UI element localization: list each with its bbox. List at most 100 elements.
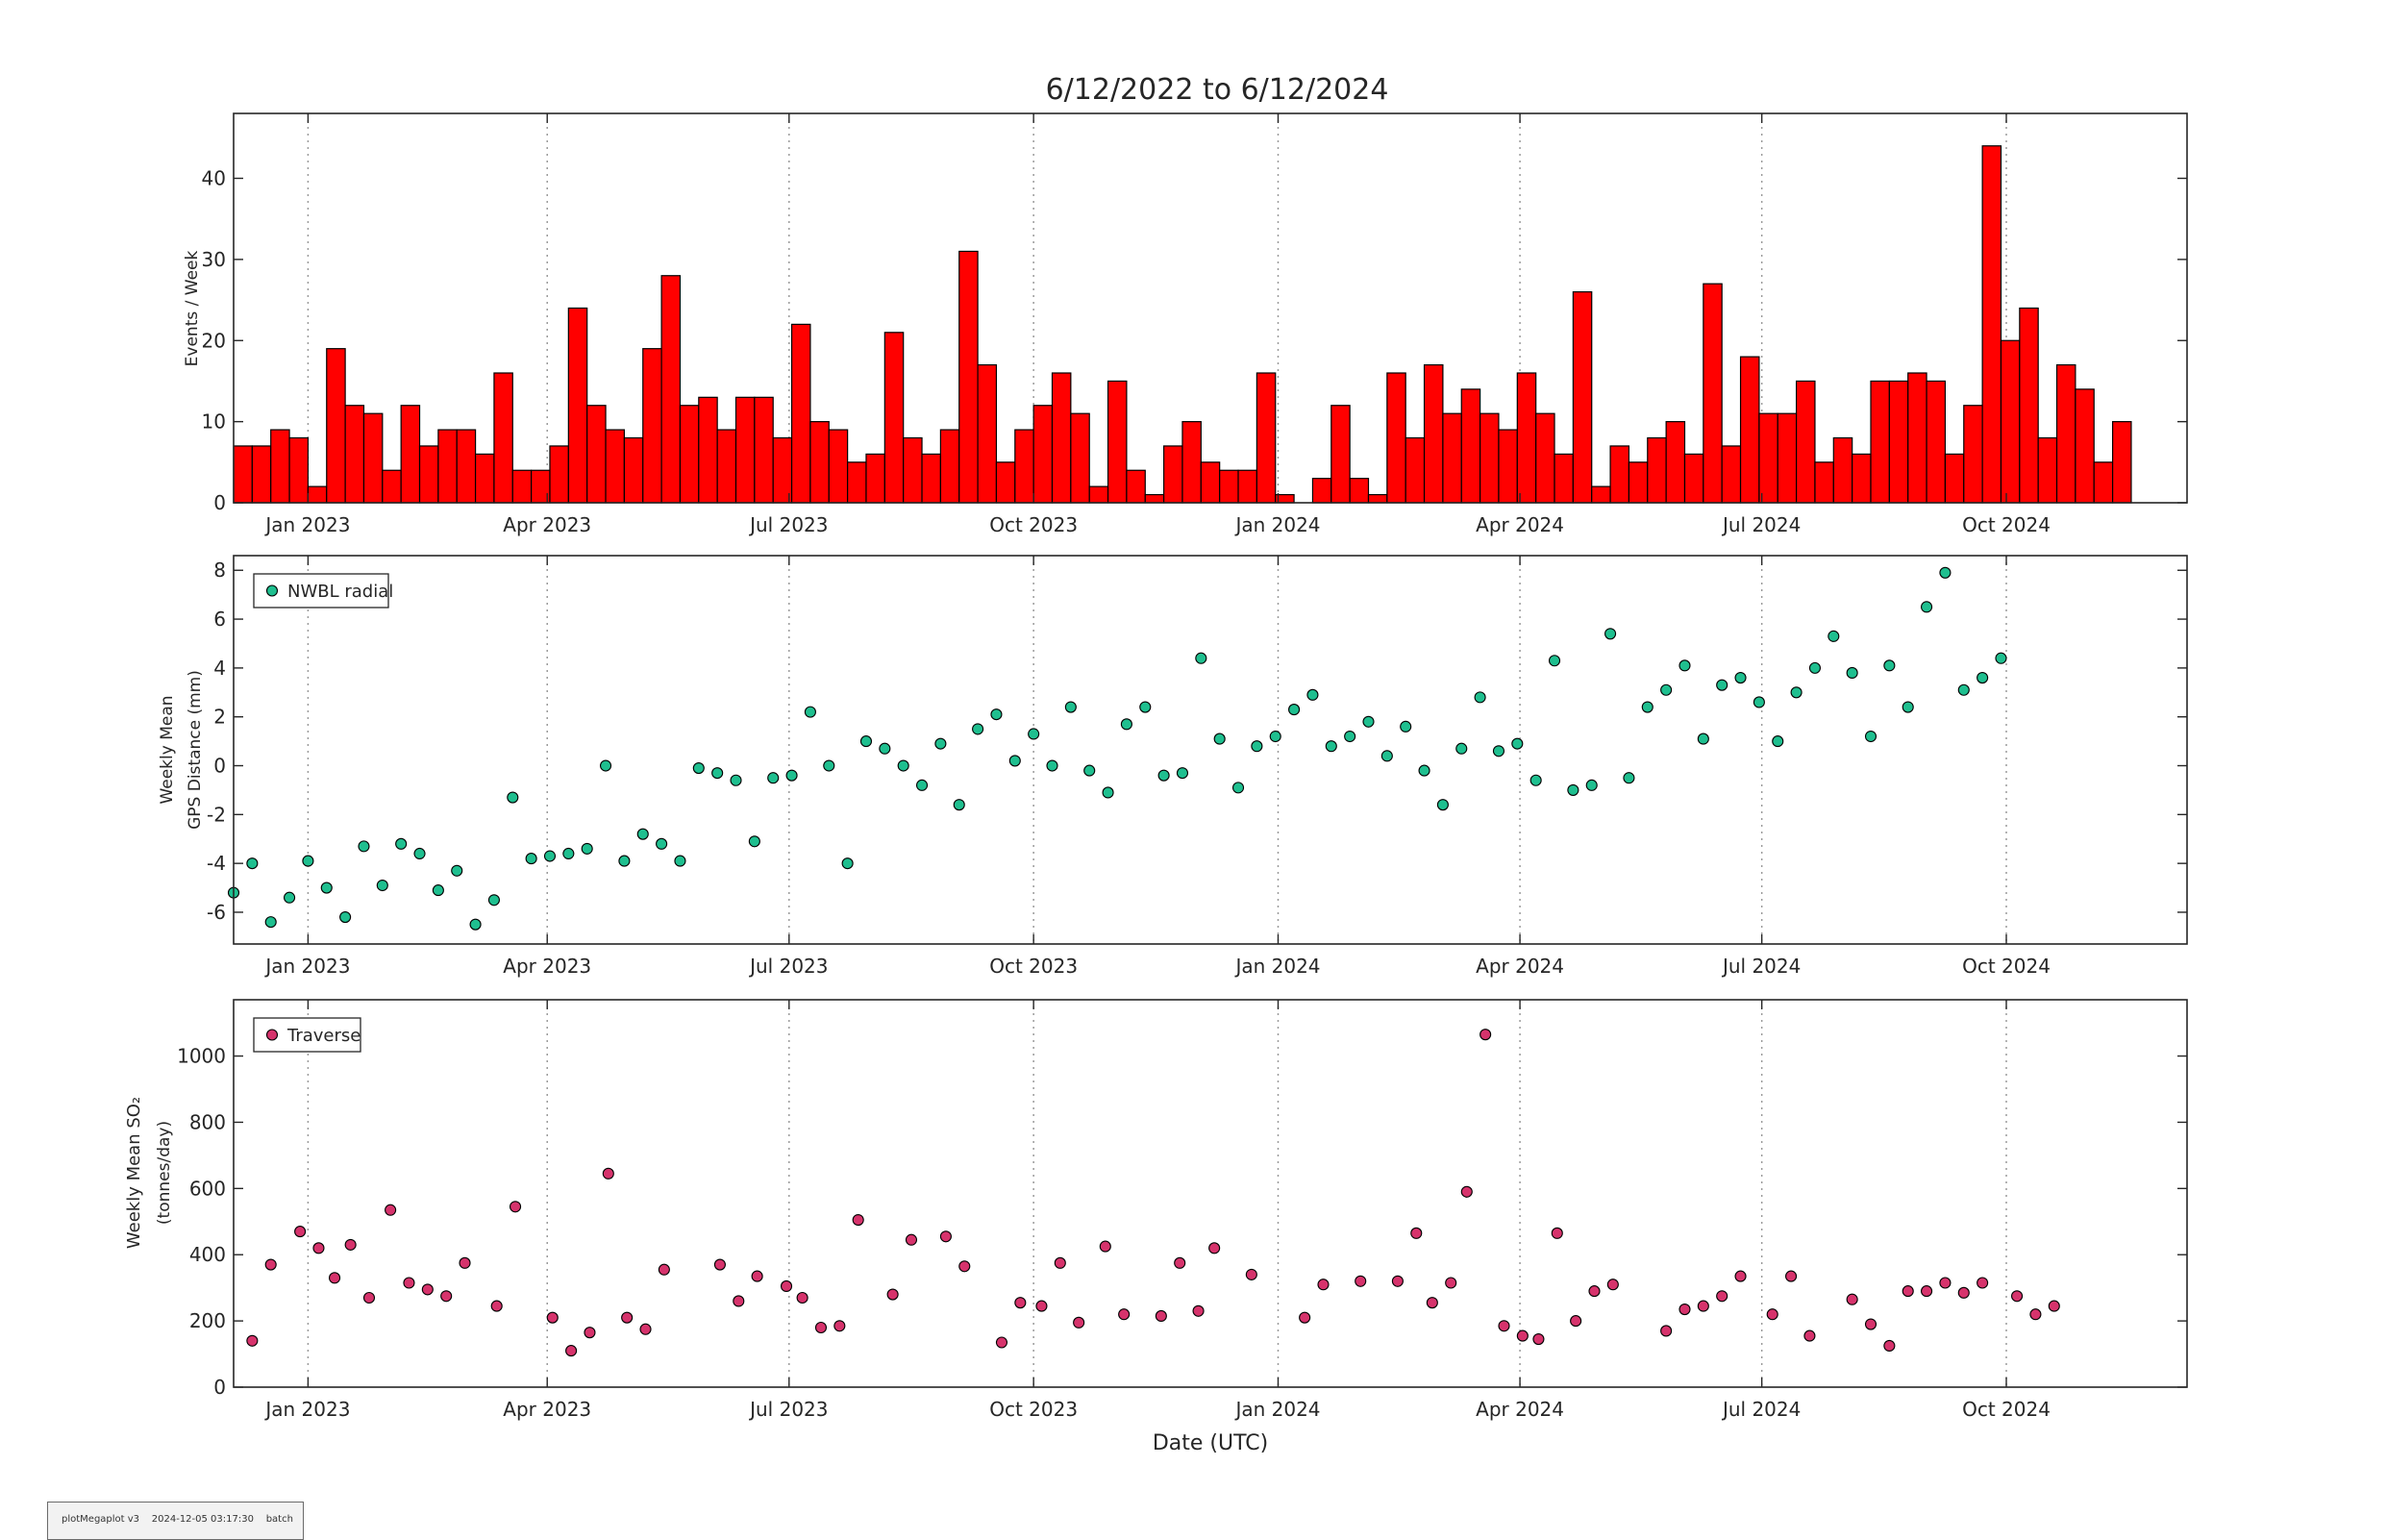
bar — [1591, 485, 1611, 504]
data-point — [1641, 701, 1653, 713]
bar — [623, 436, 644, 504]
bar — [2019, 307, 2039, 504]
bar — [1944, 453, 1965, 504]
data-point — [1492, 745, 1505, 758]
bar — [1870, 380, 1890, 504]
bar — [1367, 493, 1388, 504]
bar — [772, 436, 793, 504]
data-point — [1192, 1304, 1205, 1317]
bar — [1721, 445, 1742, 504]
data-point — [1532, 1333, 1545, 1346]
data-point — [1516, 1329, 1529, 1342]
y-axis-label: Events / Week — [183, 251, 202, 367]
bar — [1405, 436, 1426, 504]
legend-marker — [265, 584, 279, 597]
data-point — [1445, 1277, 1457, 1289]
y-tick-label: 20 — [202, 329, 226, 352]
data-point — [1474, 691, 1486, 704]
data-point — [1828, 630, 1840, 642]
data-point — [751, 1270, 763, 1282]
data-point — [1460, 1185, 1473, 1198]
bar — [1460, 388, 1481, 504]
data-point — [1734, 671, 1747, 684]
data-point — [395, 837, 408, 850]
data-point — [1939, 566, 1952, 579]
data-point — [1176, 767, 1189, 780]
bar — [716, 429, 737, 504]
data-point — [1803, 1329, 1816, 1342]
bar — [1106, 380, 1128, 504]
data-point — [852, 1214, 864, 1227]
data-point — [674, 855, 686, 867]
data-point — [1588, 1285, 1601, 1298]
footer-mode: batch — [265, 1514, 293, 1525]
x-tick-label: Apr 2023 — [503, 513, 591, 536]
data-point — [1155, 1309, 1167, 1322]
bar — [1703, 283, 1723, 504]
so2-panel: Jan 2023 Apr 2023 Jul 2023 Oct 2023 Jan 2024… — [124, 999, 2188, 1455]
y-tick-label: 0 — [213, 1376, 226, 1399]
data-point — [990, 708, 1003, 721]
data-point — [413, 847, 426, 860]
x-tick-label: Apr 2024 — [1476, 513, 1564, 536]
y-tick-label: 40 — [202, 167, 226, 190]
bar — [418, 445, 439, 504]
data-point — [804, 706, 816, 718]
plot-area — [234, 1000, 2187, 1387]
y-axis-label: Weekly Mean SO₂ — [124, 1097, 144, 1249]
data-point — [995, 1336, 1008, 1349]
footer-stamp: plotMegaplot v3 2024-12-05 03:17:30 batc… — [47, 1502, 304, 1540]
data-point — [785, 769, 798, 782]
y-tick-label: 800 — [189, 1110, 226, 1133]
data-point — [939, 1230, 952, 1243]
data-point — [1391, 1275, 1404, 1287]
data-point — [1498, 1320, 1510, 1332]
bar — [511, 469, 533, 504]
data-point — [1064, 701, 1077, 713]
data-point — [1846, 1293, 1858, 1305]
data-point — [1455, 742, 1468, 755]
data-point — [1977, 671, 1989, 684]
data-point — [2029, 1308, 2042, 1321]
bar — [1777, 412, 1798, 504]
data-point — [656, 837, 668, 850]
bar — [1739, 356, 1760, 504]
data-point — [1083, 764, 1096, 777]
data-point — [246, 857, 259, 870]
bar — [1479, 412, 1500, 504]
data-point — [1604, 628, 1617, 640]
data-point — [432, 884, 444, 897]
data-point — [246, 1334, 259, 1347]
data-point — [421, 1283, 434, 1296]
data-point — [1697, 733, 1709, 745]
bar — [493, 372, 513, 504]
data-point — [1902, 701, 1914, 713]
data-point — [1410, 1227, 1423, 1239]
data-point — [1902, 1285, 1914, 1298]
data-point — [2048, 1300, 2060, 1312]
x-tick-label: Apr 2023 — [503, 955, 591, 978]
bar — [382, 469, 402, 504]
bar — [307, 485, 328, 504]
data-point — [403, 1277, 415, 1289]
x-tick-label: Oct 2024 — [1962, 955, 2051, 978]
x-tick-label: Jul 2024 — [1721, 955, 1801, 978]
y-tick-label: 200 — [189, 1309, 226, 1332]
plot-area — [234, 113, 2187, 503]
bar — [270, 429, 290, 504]
data-point — [1288, 704, 1301, 716]
data-point — [264, 1258, 277, 1271]
data-point — [329, 1272, 341, 1284]
data-point — [915, 779, 929, 791]
data-point — [1073, 1316, 1085, 1329]
data-point — [1054, 1256, 1066, 1269]
data-point — [565, 1345, 578, 1357]
y-axis-label: (tonnes/day) — [155, 1121, 174, 1225]
data-point — [510, 1201, 522, 1213]
data-point — [1921, 601, 1933, 613]
data-point — [490, 1300, 503, 1312]
x-tick-label: Jan 2024 — [1233, 513, 1320, 536]
bar — [1647, 436, 1667, 504]
data-point — [1716, 679, 1728, 691]
